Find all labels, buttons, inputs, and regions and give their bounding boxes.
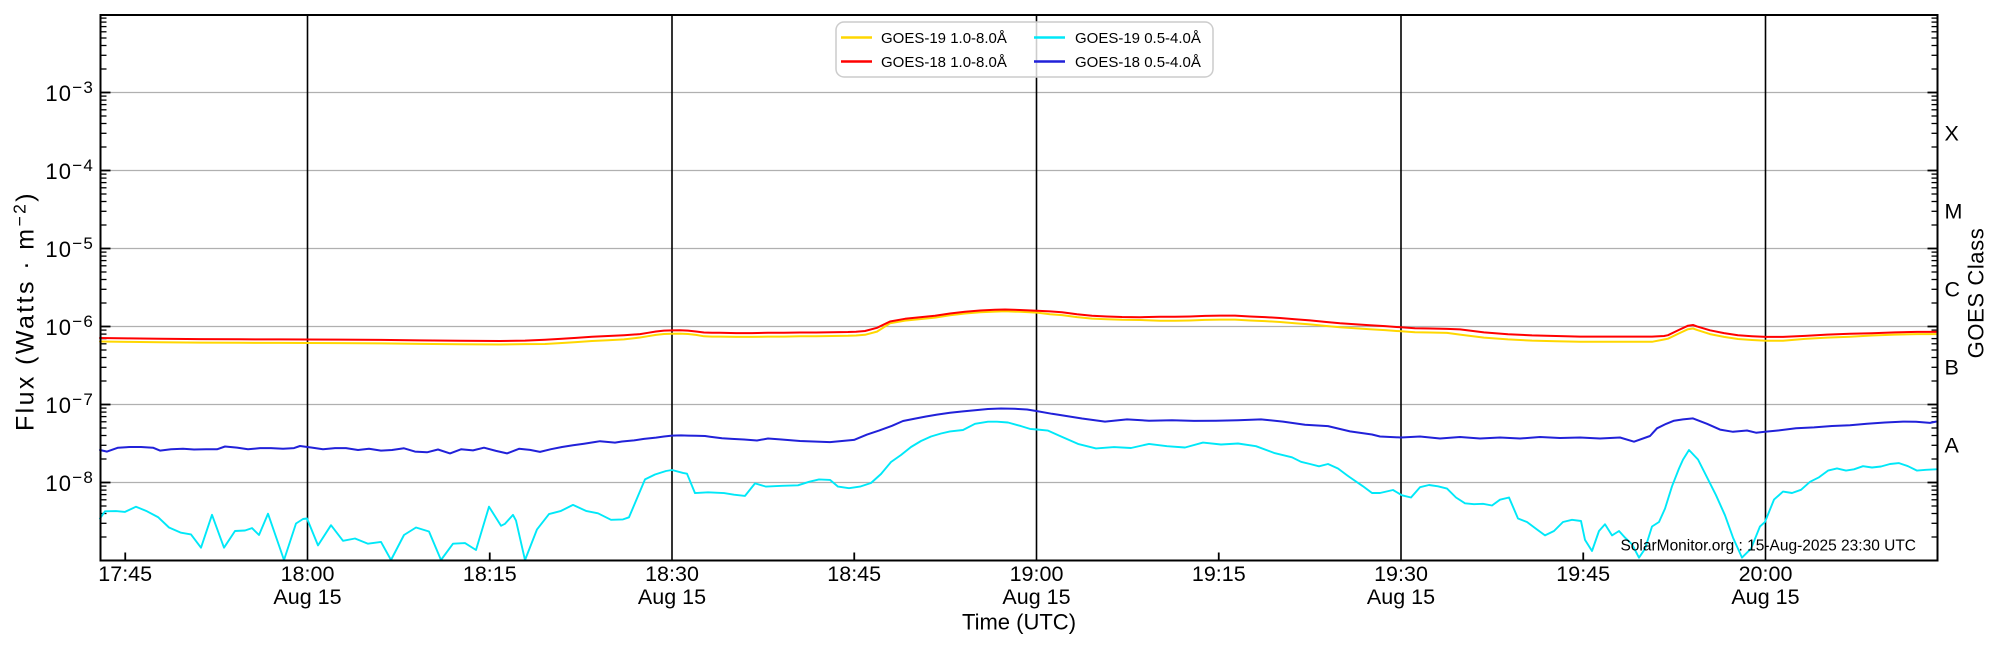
svg-text:Aug 15: Aug 15 [1731,585,1799,609]
svg-text:M: M [1945,200,1963,224]
svg-text:GOES-18 1.0-8.0Å: GOES-18 1.0-8.0Å [881,54,1007,71]
svg-text:Time (UTC): Time (UTC) [962,610,1076,635]
svg-text:10−4: 10−4 [45,156,94,184]
svg-text:18:00: 18:00 [281,562,335,586]
svg-text:B: B [1945,356,1959,380]
svg-text:18:30: 18:30 [645,562,699,586]
svg-text:Aug 15: Aug 15 [1002,585,1070,609]
svg-text:SolarMonitor.org : 15-Aug-2025: SolarMonitor.org : 15-Aug-2025 23:30 UTC [1620,538,1916,555]
svg-text:GOES-19 1.0-8.0Å: GOES-19 1.0-8.0Å [881,30,1007,47]
svg-text:Flux (Watts · m−2): Flux (Watts · m−2) [10,191,40,431]
svg-text:Aug 15: Aug 15 [638,585,706,609]
svg-text:GOES Class: GOES Class [1964,228,1989,359]
svg-text:GOES-19 0.5-4.0Å: GOES-19 0.5-4.0Å [1075,30,1201,47]
svg-text:C: C [1945,278,1961,302]
svg-text:19:30: 19:30 [1374,562,1428,586]
svg-text:17:45: 17:45 [98,562,152,586]
svg-text:19:15: 19:15 [1192,562,1246,586]
svg-text:GOES-18 0.5-4.0Å: GOES-18 0.5-4.0Å [1075,54,1201,71]
svg-text:Aug 15: Aug 15 [1367,585,1435,609]
svg-text:A: A [1945,434,1960,458]
svg-text:19:45: 19:45 [1556,562,1610,586]
svg-text:Aug 15: Aug 15 [273,585,341,609]
svg-text:20:00: 20:00 [1739,562,1793,586]
svg-text:18:15: 18:15 [463,562,517,586]
svg-text:X: X [1945,122,1959,146]
svg-text:19:00: 19:00 [1010,562,1064,586]
svg-text:18:45: 18:45 [827,562,881,586]
